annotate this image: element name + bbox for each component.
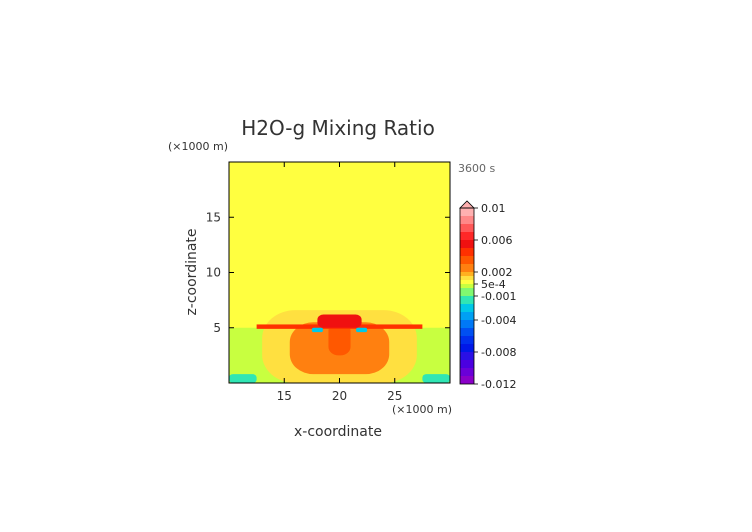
colorbar-swatch <box>460 216 474 224</box>
colorbar-swatch <box>460 224 474 232</box>
colorbar-swatch <box>460 328 474 336</box>
colorbar-swatches <box>460 208 474 384</box>
colorbar-swatch <box>460 256 474 264</box>
chart-title: H2O-g Mixing Ratio <box>241 116 435 140</box>
colorbar-swatch <box>460 312 474 320</box>
colorbar-label: -0.001 <box>481 290 516 303</box>
colorbar-swatch <box>460 276 474 280</box>
x-tick-label: 20 <box>332 389 347 403</box>
x-axis-label: x-coordinate <box>294 424 382 440</box>
region-cap-core <box>317 314 362 328</box>
colorbar-swatch <box>460 360 474 368</box>
y-tick-label: 5 <box>213 321 221 335</box>
colorbar-swatch <box>460 248 474 256</box>
colorbar-swatch <box>460 208 474 216</box>
y-unit-label: (×1000 m) <box>168 140 228 153</box>
colorbar-swatch <box>460 296 474 304</box>
y-tick-label: 15 <box>206 210 221 224</box>
colorbar-swatch <box>460 376 474 384</box>
colorbar-swatch <box>460 272 474 276</box>
field-regions <box>229 162 450 383</box>
colorbar-swatch <box>460 304 474 312</box>
colorbar-swatch <box>460 320 474 328</box>
region-moist-blob-left <box>311 327 323 333</box>
colorbar-swatch <box>460 280 474 284</box>
y-tick-label: 10 <box>206 266 221 280</box>
colorbar-label: -0.008 <box>481 346 516 359</box>
colorbar-swatch <box>460 288 474 296</box>
colorbar-swatch <box>460 336 474 344</box>
axis-ticks: 15 20 25 5 10 15 <box>206 162 450 403</box>
region-near-surface-left <box>229 374 257 383</box>
colorbar-swatch <box>460 352 474 360</box>
colorbar-swatch <box>460 344 474 352</box>
region-plume-stem <box>328 322 351 356</box>
plot-area: 15 20 25 5 10 15 <box>206 161 451 403</box>
x-tick-label: 15 <box>277 389 292 403</box>
colorbar-label: 0.002 <box>481 266 513 279</box>
colorbar-label: 0.01 <box>481 202 506 215</box>
colorbar-swatch <box>460 232 474 240</box>
colorbar-swatch <box>460 240 474 248</box>
colorbar-extend-arrow <box>459 200 475 209</box>
region-upper-domain <box>229 162 450 328</box>
colorbar-label: -0.012 <box>481 378 516 391</box>
region-moist-blob-right <box>356 327 368 333</box>
colorbar-swatch <box>460 284 474 288</box>
region-near-surface-right <box>422 374 450 383</box>
colorbar-swatch <box>460 368 474 376</box>
x-unit-label: (×1000 m) <box>392 403 452 416</box>
colorbar-swatch <box>460 264 474 272</box>
colorbar-label: 0.006 <box>481 234 513 247</box>
y-axis-label: z-coordinate <box>184 228 200 315</box>
time-label: 3600 s <box>458 162 495 175</box>
colorbar-label: 5e-4 <box>481 278 506 291</box>
x-tick-label: 25 <box>387 389 402 403</box>
colorbar-label: -0.004 <box>481 314 516 327</box>
